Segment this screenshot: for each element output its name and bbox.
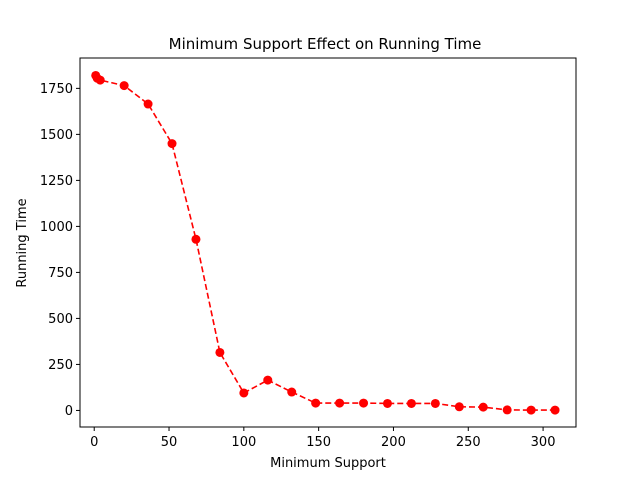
y-tick-label: 0 <box>65 404 73 419</box>
data-marks <box>91 70 560 415</box>
data-point <box>430 398 440 408</box>
x-tick-label: 100 <box>231 435 256 450</box>
data-point <box>550 405 560 415</box>
data-point <box>263 375 273 385</box>
data-point <box>239 388 249 398</box>
data-point <box>359 398 369 408</box>
data-point <box>454 402 464 412</box>
data-point <box>311 398 321 408</box>
y-tick-label: 1000 <box>40 220 73 235</box>
data-point <box>502 405 512 415</box>
x-tick-label: 300 <box>531 435 556 450</box>
data-point <box>167 139 177 149</box>
y-axis-label: Running Time <box>15 198 30 287</box>
x-tick-label: 200 <box>381 435 406 450</box>
data-point <box>526 405 536 415</box>
x-tick-label: 50 <box>161 435 178 450</box>
y-tick-label: 250 <box>48 358 73 373</box>
data-point <box>119 81 129 91</box>
data-point <box>335 398 345 408</box>
y-axis-ticks: 0 250 500 750 1000 1250 1500 1750 <box>40 82 80 419</box>
series-line <box>95 75 556 411</box>
y-tick-label: 1500 <box>40 128 73 143</box>
data-point <box>406 398 416 408</box>
x-tick-label: 0 <box>90 435 98 450</box>
y-tick-label: 1250 <box>40 174 73 189</box>
data-point <box>382 398 392 408</box>
data-point <box>95 75 105 85</box>
data-point <box>215 347 225 357</box>
data-point <box>287 387 297 397</box>
chart-title: Minimum Support Effect on Running Time <box>169 35 482 53</box>
data-point <box>191 234 201 244</box>
plot-area <box>80 58 576 427</box>
y-tick-label: 750 <box>48 266 73 281</box>
x-tick-label: 250 <box>456 435 481 450</box>
plot-frame <box>79 57 577 428</box>
x-axis-label: Minimum Support <box>270 456 386 471</box>
y-tick-label: 1750 <box>40 82 73 97</box>
x-axis-ticks: 0 50 100 150 200 250 300 <box>90 427 555 450</box>
data-point <box>478 402 488 412</box>
data-point <box>143 99 153 109</box>
x-tick-label: 150 <box>306 435 331 450</box>
y-tick-label: 500 <box>48 312 73 327</box>
